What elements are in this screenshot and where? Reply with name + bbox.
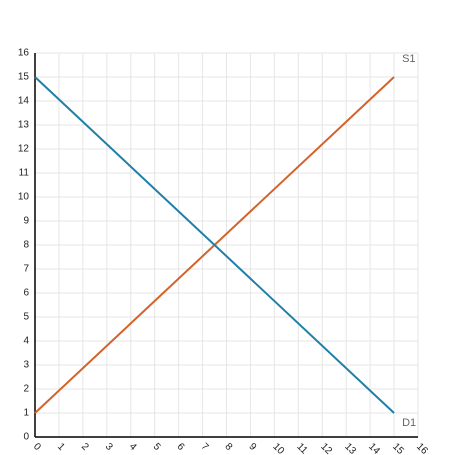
x-tick-label: 11 xyxy=(294,441,309,455)
x-tick-label: 0 xyxy=(31,441,43,453)
y-tick-label: 14 xyxy=(18,96,30,107)
x-tick-label: 4 xyxy=(127,441,139,453)
y-tick-label: 13 xyxy=(18,120,30,131)
x-tick-label: 16 xyxy=(414,441,430,455)
y-tick-label: 3 xyxy=(23,360,29,371)
x-tick-label: 7 xyxy=(199,441,211,453)
x-tick-label: 15 xyxy=(390,441,406,455)
x-tick-label: 9 xyxy=(246,441,258,453)
y-tick-label: 8 xyxy=(23,240,29,251)
x-tick-label: 13 xyxy=(342,441,358,455)
x-tick-label: 3 xyxy=(103,441,115,453)
y-tick-label: 4 xyxy=(23,336,29,347)
x-tick-label: 14 xyxy=(366,441,382,455)
y-tick-label: 5 xyxy=(23,312,29,323)
y-tick-label: 9 xyxy=(23,216,29,227)
x-tick-label: 8 xyxy=(223,441,235,453)
y-tick-label: 12 xyxy=(18,144,30,155)
y-tick-label: 0 xyxy=(23,432,29,443)
x-tick-label: 1 xyxy=(55,441,67,453)
x-tick-label: 5 xyxy=(151,441,163,453)
y-tick-label: 15 xyxy=(18,72,30,83)
y-tick-label: 7 xyxy=(23,264,29,275)
x-tick-label: 10 xyxy=(270,441,286,455)
x-tick-label: 2 xyxy=(79,441,91,453)
y-tick-label: 16 xyxy=(18,48,30,59)
series-line xyxy=(34,76,395,414)
y-tick-label: 1 xyxy=(23,408,29,419)
x-tick-label: 6 xyxy=(175,441,187,453)
y-tick-label: 2 xyxy=(23,384,29,395)
x-tick-label: 12 xyxy=(318,441,334,455)
y-tick-label: 11 xyxy=(19,168,30,179)
y-tick-label: 6 xyxy=(23,288,29,299)
series-label: D1 xyxy=(402,417,416,429)
series-label: S1 xyxy=(402,53,415,65)
y-tick-label: 10 xyxy=(18,192,30,203)
